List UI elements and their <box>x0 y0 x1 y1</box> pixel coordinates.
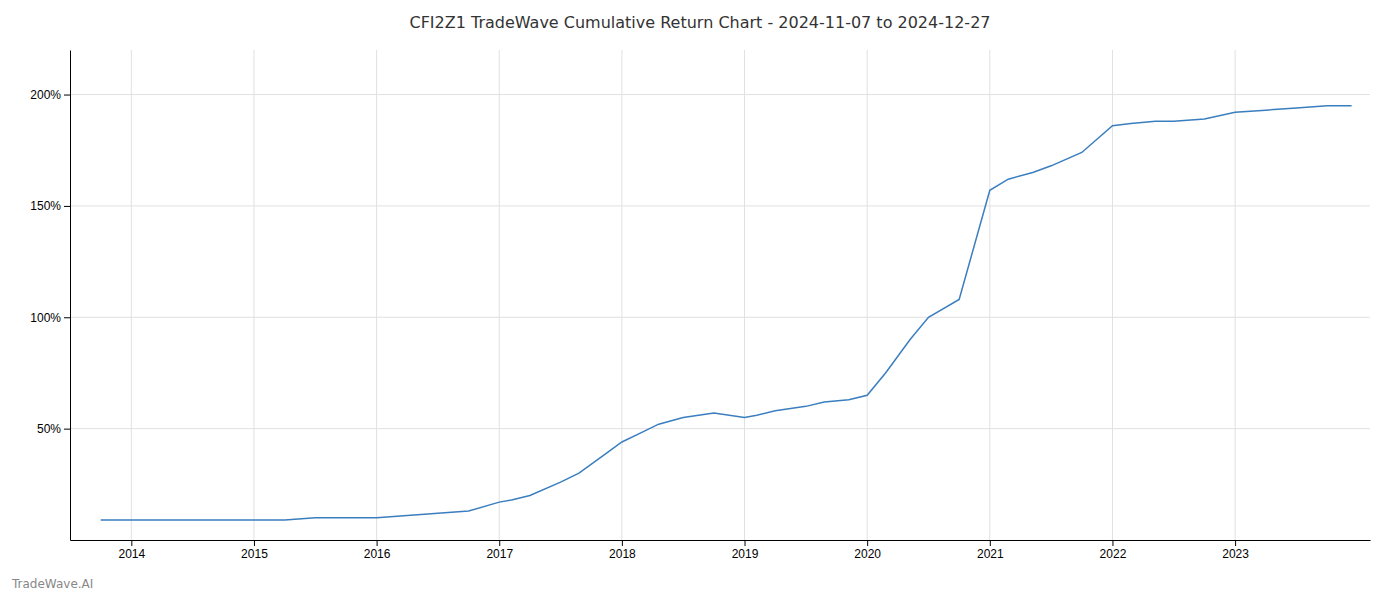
x-tick-label: 2023 <box>1222 547 1249 561</box>
x-tick: 2019 <box>732 540 759 561</box>
grid-line-x <box>376 50 377 540</box>
x-tick: 2022 <box>1100 540 1127 561</box>
y-tick-mark <box>64 206 70 207</box>
grid-line-x <box>1235 50 1236 540</box>
grid-line-y <box>70 205 1370 206</box>
grid-line-y <box>70 428 1370 429</box>
x-tick-label: 2018 <box>609 547 636 561</box>
annotation: TradeWave.AI <box>11 577 93 591</box>
x-tick-mark <box>254 540 255 546</box>
y-tick: 50% <box>37 422 70 436</box>
x-tick: 2016 <box>364 540 391 561</box>
grid-line-x <box>989 50 990 540</box>
grid-line-x <box>744 50 745 540</box>
y-tick: 100% <box>30 311 70 325</box>
x-tick-mark <box>1112 540 1113 546</box>
x-tick-label: 2017 <box>486 547 513 561</box>
y-tick-label: 150% <box>30 199 61 213</box>
grid-line-x <box>253 50 254 540</box>
y-axis: 50% 100% 150% 200% <box>30 51 70 541</box>
chart: 2014 2015 2016 2017 2018 2019 2020 2021 2022 2023… <box>0 0 1400 600</box>
x-tick-mark <box>622 540 623 546</box>
line <box>101 106 1352 520</box>
y-tick-mark <box>64 429 70 430</box>
marks <box>101 106 1352 520</box>
x-tick-mark <box>1235 540 1236 546</box>
x-tick-mark <box>131 540 132 546</box>
x-tick-mark <box>377 540 378 546</box>
grid-line-x <box>131 50 132 540</box>
x-tick-label: 2016 <box>364 547 391 561</box>
y-axis-line <box>70 51 71 541</box>
title: CFI2Z1 TradeWave Cumulative Return Chart… <box>409 13 990 32</box>
y-tick-label: 50% <box>37 422 61 436</box>
grid-line-x <box>1112 50 1113 540</box>
x-tick-label: 2022 <box>1100 547 1127 561</box>
y-tick-label: 200% <box>30 88 61 102</box>
x-axis-line <box>71 540 1371 541</box>
x-tick-label: 2019 <box>732 547 759 561</box>
x-tick-mark <box>990 540 991 546</box>
y-tick-mark <box>64 95 70 96</box>
x-tick: 2015 <box>241 540 268 561</box>
x-tick: 2021 <box>977 540 1004 561</box>
x-tick: 2017 <box>486 540 513 561</box>
y-tick-label: 100% <box>30 311 61 325</box>
plot-area: 2014 2015 2016 2017 2018 2019 2020 2021 2022 2023… <box>30 50 1370 561</box>
x-tick-mark <box>745 540 746 546</box>
x-tick: 2014 <box>118 540 145 561</box>
x-tick-mark <box>499 540 500 546</box>
x-tick: 2020 <box>854 540 881 561</box>
grid-line-x <box>621 50 622 540</box>
y-tick-mark <box>64 317 70 318</box>
grid-line-y <box>70 94 1370 95</box>
x-tick-label: 2020 <box>854 547 881 561</box>
x-tick-label: 2021 <box>977 547 1004 561</box>
grid-line-x <box>867 50 868 540</box>
x-axis: 2014 2015 2016 2017 2018 2019 2020 2021 2022 2023 <box>71 540 1371 561</box>
x-tick-label: 2015 <box>241 547 268 561</box>
grid <box>70 50 1370 540</box>
x-tick-label: 2014 <box>118 547 145 561</box>
x-tick: 2023 <box>1222 540 1249 561</box>
y-tick: 150% <box>30 199 70 213</box>
grid-line-x <box>499 50 500 540</box>
x-tick-mark <box>867 540 868 546</box>
x-tick: 2018 <box>609 540 636 561</box>
grid-line-y <box>70 317 1370 318</box>
y-tick: 200% <box>30 88 70 102</box>
